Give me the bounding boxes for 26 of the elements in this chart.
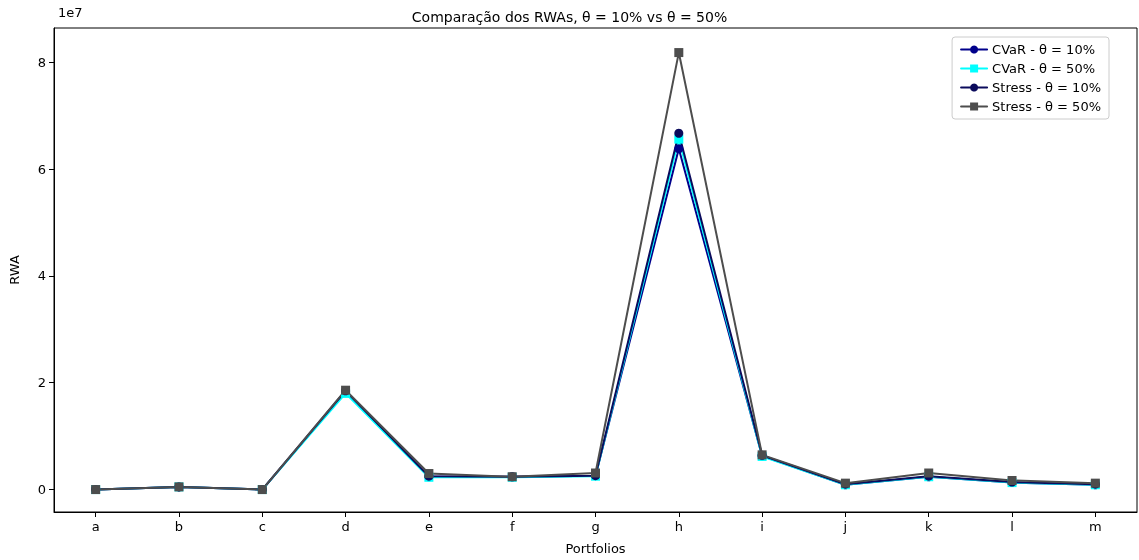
- y-tick-label: 8: [37, 54, 46, 70]
- chart-title: Comparação dos RWAs, θ = 10% vs θ = 50%: [411, 9, 728, 25]
- legend-label: Stress - θ = 10%: [992, 80, 1102, 95]
- x-tick-label: h: [674, 519, 683, 534]
- legend-label: Stress - θ = 50%: [992, 99, 1102, 114]
- x-tick-label: e: [424, 519, 433, 534]
- y-axis-title: RWA: [7, 255, 22, 285]
- x-tick-label: m: [1089, 519, 1102, 534]
- x-tick-label: j: [842, 519, 848, 534]
- text: 1e7: [58, 5, 83, 20]
- y-tick-label: 0: [37, 482, 46, 498]
- x-tick-label: c: [258, 519, 266, 534]
- y-tick-label: 2: [37, 375, 46, 391]
- x-tick-label: k: [924, 519, 933, 534]
- x-axis-title: Portfolios: [565, 541, 626, 556]
- x-tick-label: d: [341, 519, 350, 534]
- legend-label: CVaR - θ = 50%: [992, 61, 1096, 76]
- x-tick-label: b: [174, 519, 184, 534]
- x-tick-label: l: [1010, 519, 1014, 534]
- legend-label: CVaR - θ = 10%: [992, 42, 1096, 57]
- y-tick-label: 4: [37, 268, 46, 284]
- y-tick-label: 6: [37, 161, 46, 177]
- x-tick-label: g: [591, 519, 600, 534]
- x-tick-label: i: [760, 519, 764, 534]
- x-tick-label: f: [509, 519, 515, 534]
- x-tick-label: a: [91, 519, 100, 534]
